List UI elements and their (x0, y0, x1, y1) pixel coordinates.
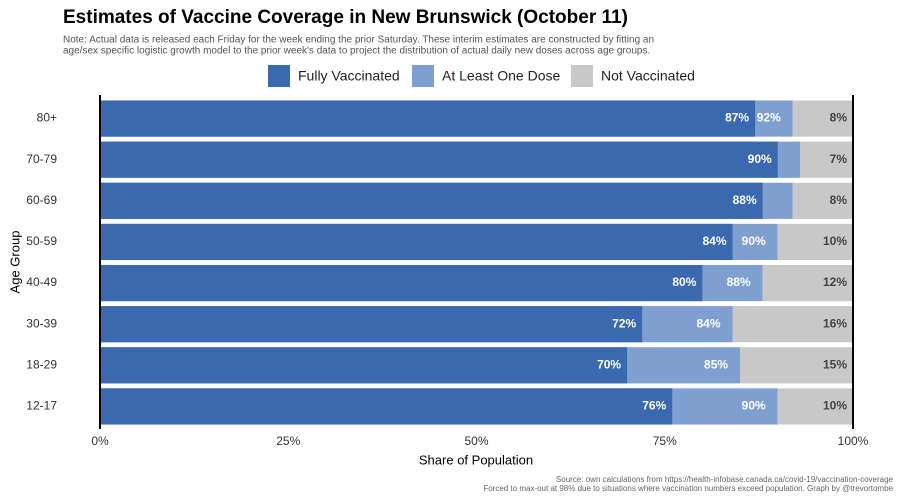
bar-not-vaccinated (800, 141, 853, 178)
y-tick-label: 12-17 (26, 399, 57, 413)
y-tick-label: 18-29 (26, 357, 57, 371)
legend-label: Not Vaccinated (601, 68, 695, 84)
value-label: 8% (830, 111, 848, 125)
value-label: 7% (830, 152, 848, 166)
value-label: 84% (702, 234, 726, 248)
value-label: 12% (823, 275, 847, 289)
value-label: 90% (742, 234, 766, 248)
y-tick-label: 80+ (37, 111, 57, 125)
bar-not-vaccinated (777, 223, 853, 261)
bar-fully (100, 388, 673, 425)
value-label: 87% (725, 111, 749, 125)
bar-fully (100, 264, 703, 302)
value-label: 88% (727, 275, 751, 289)
note: age/sex specific logistic growth model t… (63, 46, 650, 57)
value-label: 10% (823, 234, 847, 248)
value-label: 90% (742, 399, 766, 413)
caption: Source: own calculations from https://he… (556, 475, 894, 484)
y-tick-label: 60-69 (26, 193, 57, 207)
value-label: 16% (823, 316, 847, 330)
y-tick-label: 50-59 (26, 234, 57, 248)
x-tick-label: 75% (653, 434, 677, 448)
bar-fully (100, 223, 733, 261)
legend-swatch (412, 65, 434, 87)
caption: Forced to max-out at 98% due to situatio… (483, 484, 893, 493)
legend-swatch (268, 65, 290, 87)
value-label: 72% (612, 316, 636, 330)
bar-not-vaccinated (740, 347, 853, 384)
legend-swatch (571, 65, 593, 87)
value-label: 84% (696, 316, 720, 330)
y-tick-label: 40-49 (26, 275, 57, 289)
value-label: 85% (704, 357, 728, 371)
bar-not-vaccinated (777, 388, 853, 425)
bar-fully (100, 141, 778, 178)
value-label: 92% (757, 111, 781, 125)
y-tick-label: 70-79 (26, 152, 57, 166)
value-label: 88% (733, 193, 757, 207)
y-axis-label: Age Group (7, 231, 22, 294)
bar-fully (100, 347, 628, 384)
bar-fully (100, 306, 643, 343)
bar-not-vaccinated (792, 182, 853, 219)
legend-label: Fully Vaccinated (298, 68, 400, 84)
x-tick-label: 100% (838, 434, 869, 448)
chart-title: Estimates of Vaccine Coverage in New Bru… (63, 7, 628, 28)
bar-not-vaccinated (762, 264, 853, 302)
value-label: 15% (823, 357, 847, 371)
value-label: 90% (748, 152, 772, 166)
bar-fully (100, 182, 763, 219)
bar-not-vaccinated (732, 306, 853, 343)
value-label: 70% (597, 357, 621, 371)
x-tick-label: 50% (464, 434, 488, 448)
legend-label: At Least One Dose (442, 68, 561, 84)
value-label: 80% (672, 275, 696, 289)
y-tick-label: 30-39 (26, 316, 57, 330)
value-label: 8% (830, 193, 848, 207)
bar-not-vaccinated (792, 100, 853, 137)
note: Note: Actual data is released each Frida… (63, 35, 654, 46)
value-label: 10% (823, 399, 847, 413)
x-axis-label: Share of Population (419, 452, 533, 467)
x-tick-label: 25% (276, 434, 300, 448)
x-tick-label: 0% (91, 434, 109, 448)
bar-fully (100, 100, 756, 137)
value-label: 76% (642, 399, 666, 413)
